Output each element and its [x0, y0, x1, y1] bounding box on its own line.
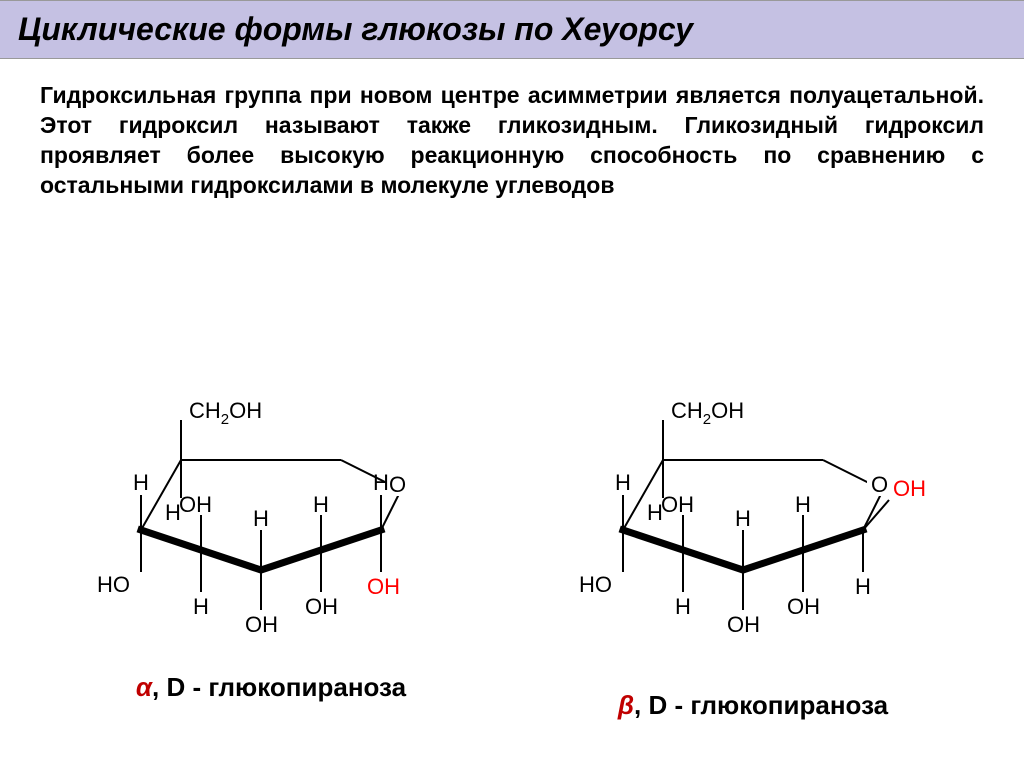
body-text: Гидроксильная группа при новом центре ас… — [0, 59, 1024, 201]
beta-symbol: β — [618, 690, 634, 720]
ho-label: HO — [97, 572, 130, 597]
h-label: H — [373, 470, 389, 495]
oh-label: OH — [661, 492, 694, 517]
alpha-symbol: α — [136, 672, 152, 702]
oh-label: OH — [787, 594, 820, 619]
h-label: H — [313, 492, 329, 517]
oh-label: OH — [245, 612, 278, 637]
h-label: H — [735, 506, 751, 531]
oh-label: OH — [305, 594, 338, 619]
ho-label: HO — [579, 572, 612, 597]
oh-label: OH — [727, 612, 760, 637]
anomeric-oh: OH — [367, 574, 400, 599]
figure-beta: O CH2OH H H HO OH H H OH H OH OH — [543, 370, 963, 721]
beta-caption-rest: , D - глюкопираноза — [634, 690, 888, 720]
alpha-caption: α, D - глюкопираноза — [136, 672, 406, 703]
title-band: Циклические формы глюкозы по Хеуорсу — [0, 0, 1024, 59]
paragraph: Гидроксильная группа при новом центре ас… — [40, 81, 984, 201]
ch2oh-label: CH2OH — [671, 398, 744, 428]
ring-oxygen: O — [389, 472, 406, 497]
h-label: H — [795, 492, 811, 517]
beta-glucopyranose-svg: O CH2OH H H HO OH H H OH H OH OH — [543, 370, 963, 650]
alpha-caption-rest: , D - глюкопираноза — [152, 672, 406, 702]
page-title: Циклические формы глюкозы по Хеуорсу — [18, 11, 1006, 48]
h-label: H — [675, 594, 691, 619]
oh-label: OH — [179, 492, 212, 517]
h-label: H — [193, 594, 209, 619]
h-label: H — [253, 506, 269, 531]
figure-alpha: O CH2OH H H HO OH H H — [61, 370, 481, 721]
h-label: H — [133, 470, 149, 495]
h-label: H — [615, 470, 631, 495]
anomeric-oh: OH — [893, 476, 926, 501]
h-label: H — [855, 574, 871, 599]
alpha-glucopyranose-svg: O CH2OH H H HO OH H H — [61, 370, 481, 650]
ch2oh-label: CH2OH — [189, 398, 262, 428]
beta-caption: β, D - глюкопираноза — [618, 690, 888, 721]
ring-oxygen: O — [871, 472, 888, 497]
figures-row: O CH2OH H H HO OH H H — [0, 370, 1024, 721]
